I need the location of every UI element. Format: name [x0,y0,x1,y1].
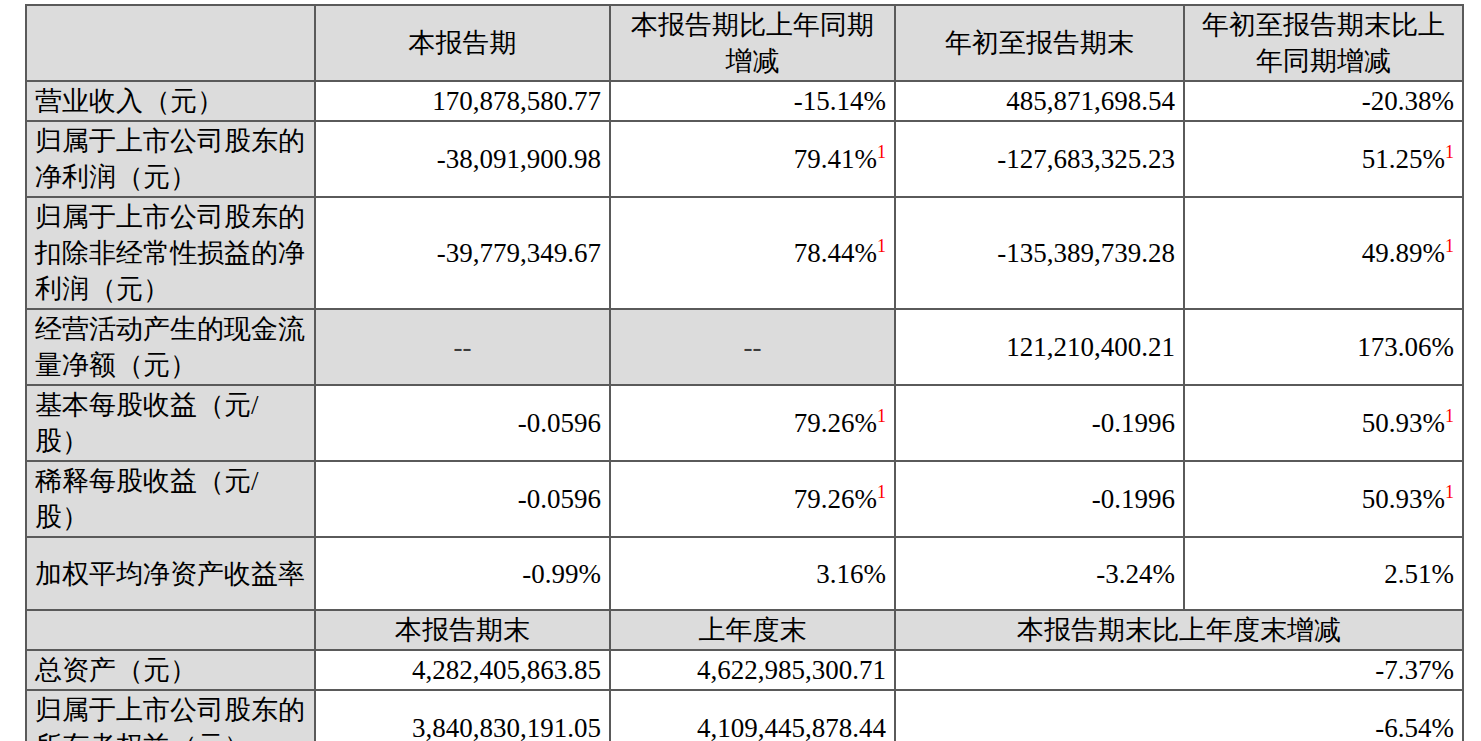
row-label-net-profit-excl-nonrecurring: 归属于上市公司股东的扣除非经常性损益的净利润（元） [26,197,315,309]
row-label-basic-eps: 基本每股收益（元/股） [26,385,315,461]
cell-value: 79.41% [794,144,877,174]
row-net-profit-excl-nonrecurring: 归属于上市公司股东的扣除非经常性损益的净利润（元） -39,779,349.67… [26,197,1463,309]
header-row-period-end: 本报告期末 上年度末 本报告期末比上年度末增减 [26,610,1463,650]
table-cell: 170,878,580.77 [315,81,610,121]
header-current-period-yoy-change: 本报告期比上年同期增减 [610,5,895,81]
header-end-of-period: 本报告期末 [315,610,610,650]
header-end-of-prior-year: 上年度末 [610,610,895,650]
row-operating-revenue: 营业收入（元） 170,878,580.77 -15.14% 485,871,6… [26,81,1463,121]
cell-value: 79.26% [794,484,877,514]
cell-value: 78.44% [794,238,877,268]
financial-summary-table: 本报告期 本报告期比上年同期增减 年初至报告期末 年初至报告期末比上年同期增减 … [25,4,1464,741]
table-cell: 50.93%1 [1184,385,1463,461]
cell-value: 50.93% [1362,408,1445,438]
table-cell: -38,091,900.98 [315,121,610,197]
header-ytd: 年初至报告期末 [895,5,1184,81]
table-cell: 51.25%1 [1184,121,1463,197]
row-label-equity-attributable: 归属于上市公司股东的所有者权益（元） [26,690,315,741]
header-blank-cell [26,5,315,81]
table-cell: 3,840,830,191.05 [315,690,610,741]
table-cell: 79.26%1 [610,461,895,537]
table-cell: 79.26%1 [610,385,895,461]
footnote-marker: 1 [1445,236,1454,256]
table-cell: 3.16% [610,537,895,610]
table-cell-not-applicable: -- [315,309,610,385]
row-label-diluted-eps: 稀释每股收益（元/股） [26,461,315,537]
table-cell: 173.06% [1184,309,1463,385]
report-page: 本报告期 本报告期比上年同期增减 年初至报告期末 年初至报告期末比上年同期增减 … [0,0,1481,741]
table-cell: 78.44%1 [610,197,895,309]
cell-value: 79.26% [794,408,877,438]
table-cell: -15.14% [610,81,895,121]
row-label-weighted-avg-roe: 加权平均净资产收益率 [26,537,315,610]
row-basic-eps: 基本每股收益（元/股） -0.0596 79.26%1 -0.1996 50.9… [26,385,1463,461]
header-change-vs-prior-year-end: 本报告期末比上年度末增减 [895,610,1463,650]
row-diluted-eps: 稀释每股收益（元/股） -0.0596 79.26%1 -0.1996 50.9… [26,461,1463,537]
table-cell: -0.1996 [895,461,1184,537]
row-operating-cash-flow: 经营活动产生的现金流量净额（元） -- -- 121,210,400.21 17… [26,309,1463,385]
footnote-marker: 1 [877,406,886,426]
footnote-marker: 1 [877,236,886,256]
row-label-operating-cash-flow: 经营活动产生的现金流量净额（元） [26,309,315,385]
cell-value: 49.89% [1362,238,1445,268]
table-cell: 4,282,405,863.85 [315,650,610,690]
footnote-marker: 1 [1445,142,1454,162]
table-cell: 49.89%1 [1184,197,1463,309]
table-cell: 50.93%1 [1184,461,1463,537]
table-cell: 485,871,698.54 [895,81,1184,121]
table-cell: -7.37% [895,650,1463,690]
table-cell: -20.38% [1184,81,1463,121]
header-ytd-yoy-change: 年初至报告期末比上年同期增减 [1184,5,1463,81]
header-blank-cell [26,610,315,650]
table-cell: -6.54% [895,690,1463,741]
table-cell: 121,210,400.21 [895,309,1184,385]
footnote-marker: 1 [877,142,886,162]
row-weighted-avg-roe: 加权平均净资产收益率 -0.99% 3.16% -3.24% 2.51% [26,537,1463,610]
table-cell: 79.41%1 [610,121,895,197]
cell-value: 50.93% [1362,484,1445,514]
table-cell: 2.51% [1184,537,1463,610]
table-cell: -39,779,349.67 [315,197,610,309]
table-cell: -127,683,325.23 [895,121,1184,197]
footnote-marker: 1 [1445,406,1454,426]
table-cell: -0.0596 [315,385,610,461]
table-cell-not-applicable: -- [610,309,895,385]
header-row-periods: 本报告期 本报告期比上年同期增减 年初至报告期末 年初至报告期末比上年同期增减 [26,5,1463,81]
table-cell: 4,622,985,300.71 [610,650,895,690]
row-total-assets: 总资产（元） 4,282,405,863.85 4,622,985,300.71… [26,650,1463,690]
table-cell: -0.99% [315,537,610,610]
footnote-marker: 1 [877,482,886,502]
footnote-marker: 1 [1445,482,1454,502]
row-equity-attributable: 归属于上市公司股东的所有者权益（元） 3,840,830,191.05 4,10… [26,690,1463,741]
table-cell: 4,109,445,878.44 [610,690,895,741]
table-cell: -135,389,739.28 [895,197,1184,309]
row-label-operating-revenue: 营业收入（元） [26,81,315,121]
row-net-profit: 归属于上市公司股东的净利润（元） -38,091,900.98 79.41%1 … [26,121,1463,197]
row-label-net-profit: 归属于上市公司股东的净利润（元） [26,121,315,197]
table-cell: -0.1996 [895,385,1184,461]
table-cell: -0.0596 [315,461,610,537]
table-cell: -3.24% [895,537,1184,610]
header-current-period: 本报告期 [315,5,610,81]
cell-value: 51.25% [1362,144,1445,174]
row-label-total-assets: 总资产（元） [26,650,315,690]
